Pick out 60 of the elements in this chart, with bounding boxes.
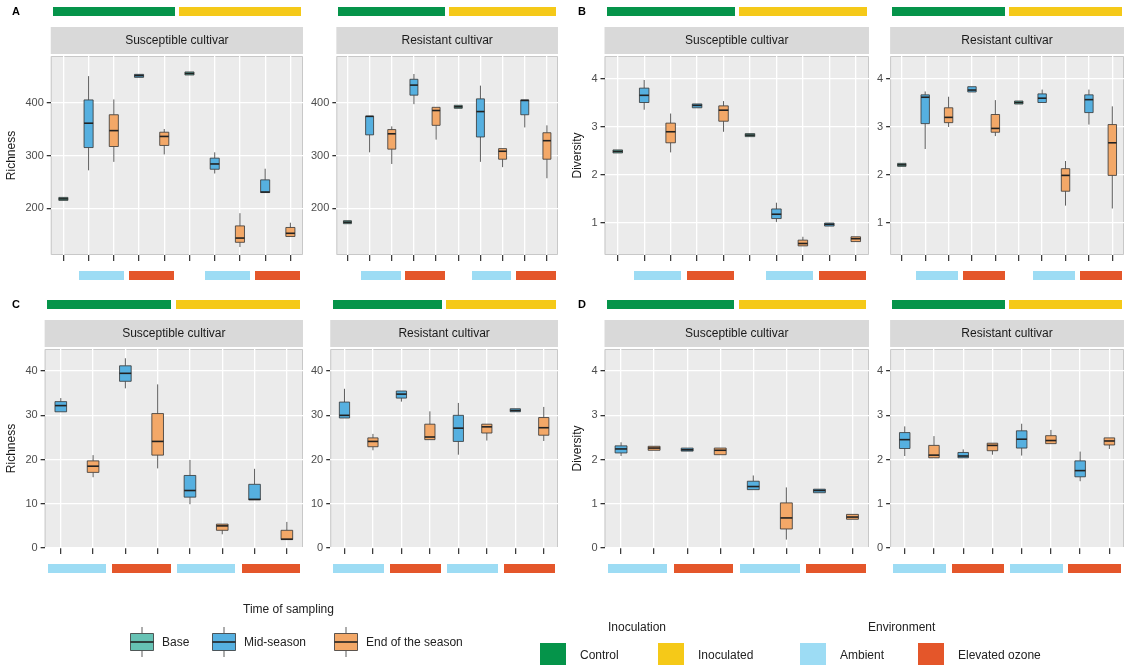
- y-tick-label: 4: [591, 364, 598, 377]
- y-tick-label: 4: [591, 72, 598, 85]
- category-label: Elevated ozone: [958, 648, 1041, 662]
- category-label: Inoculated: [698, 648, 754, 662]
- chart-title: Resistant cultivar: [961, 326, 1053, 341]
- y-tick-label: 3: [591, 408, 598, 421]
- y-axis-title: Richness: [3, 130, 18, 181]
- chart-title: Resistant cultivar: [398, 326, 490, 341]
- chart-title: Resistant cultivar: [961, 33, 1053, 48]
- y-tick-label: 400: [25, 95, 44, 108]
- y-tick-label: 300: [310, 148, 330, 161]
- y-tick-label: 400: [310, 95, 330, 108]
- category-label: Control: [580, 648, 619, 662]
- text: D: [578, 298, 586, 310]
- y-axis-title: Richness: [3, 423, 18, 474]
- chart-title: Susceptible cultivar: [125, 33, 229, 48]
- category-label: Ambient: [840, 648, 885, 662]
- y-tick-label: 1: [591, 215, 598, 228]
- y-tick-label: 200: [25, 201, 44, 214]
- y-tick-label: 0: [317, 541, 324, 554]
- y-tick-label: 20: [25, 452, 38, 465]
- y-tick-label: 40: [310, 364, 324, 377]
- y-tick-label: 200: [310, 201, 330, 214]
- chart-title: Susceptible cultivar: [685, 33, 789, 48]
- y-tick-label: 0: [591, 541, 598, 554]
- y-tick-label: 0: [876, 541, 884, 554]
- legend-label: Mid-season: [244, 635, 307, 649]
- y-tick-label: 3: [591, 120, 598, 132]
- y-tick-label: 4: [876, 364, 884, 377]
- chart-title: Resistant cultivar: [401, 33, 493, 48]
- text: A: [12, 5, 20, 17]
- y-tick-label: 2: [591, 452, 598, 465]
- y-tick-label: 10: [310, 496, 324, 509]
- y-tick-label: 1: [876, 496, 884, 509]
- text: C: [12, 298, 20, 310]
- chart-title: Susceptible cultivar: [122, 326, 226, 341]
- y-tick-label: 1: [591, 496, 598, 509]
- text: Environment: [868, 620, 936, 634]
- y-tick-label: 0: [31, 541, 38, 554]
- y-tick-label: 3: [876, 120, 884, 132]
- text: Inoculation: [608, 620, 667, 634]
- y-axis-title: Diversity: [569, 425, 584, 472]
- legend-label: Base: [162, 635, 190, 649]
- y-tick-label: 3: [876, 408, 884, 421]
- y-tick-label: 2: [876, 167, 884, 180]
- legend-label: End of the season: [366, 635, 463, 649]
- chart-title: Susceptible cultivar: [685, 326, 789, 341]
- y-tick-label: 300: [25, 148, 44, 161]
- y-axis-title: Diversity: [569, 132, 584, 179]
- legend-title: Time of sampling: [243, 602, 334, 616]
- y-tick-label: 4: [876, 72, 884, 85]
- y-tick-label: 20: [310, 452, 324, 465]
- y-tick-label: 40: [25, 364, 38, 377]
- y-tick-label: 30: [310, 408, 324, 421]
- y-tick-label: 30: [25, 408, 38, 421]
- y-tick-label: 2: [591, 167, 598, 180]
- y-tick-label: 2: [876, 452, 884, 465]
- text: B: [578, 5, 586, 17]
- y-tick-label: 10: [25, 496, 38, 509]
- y-tick-label: 1: [876, 215, 884, 228]
